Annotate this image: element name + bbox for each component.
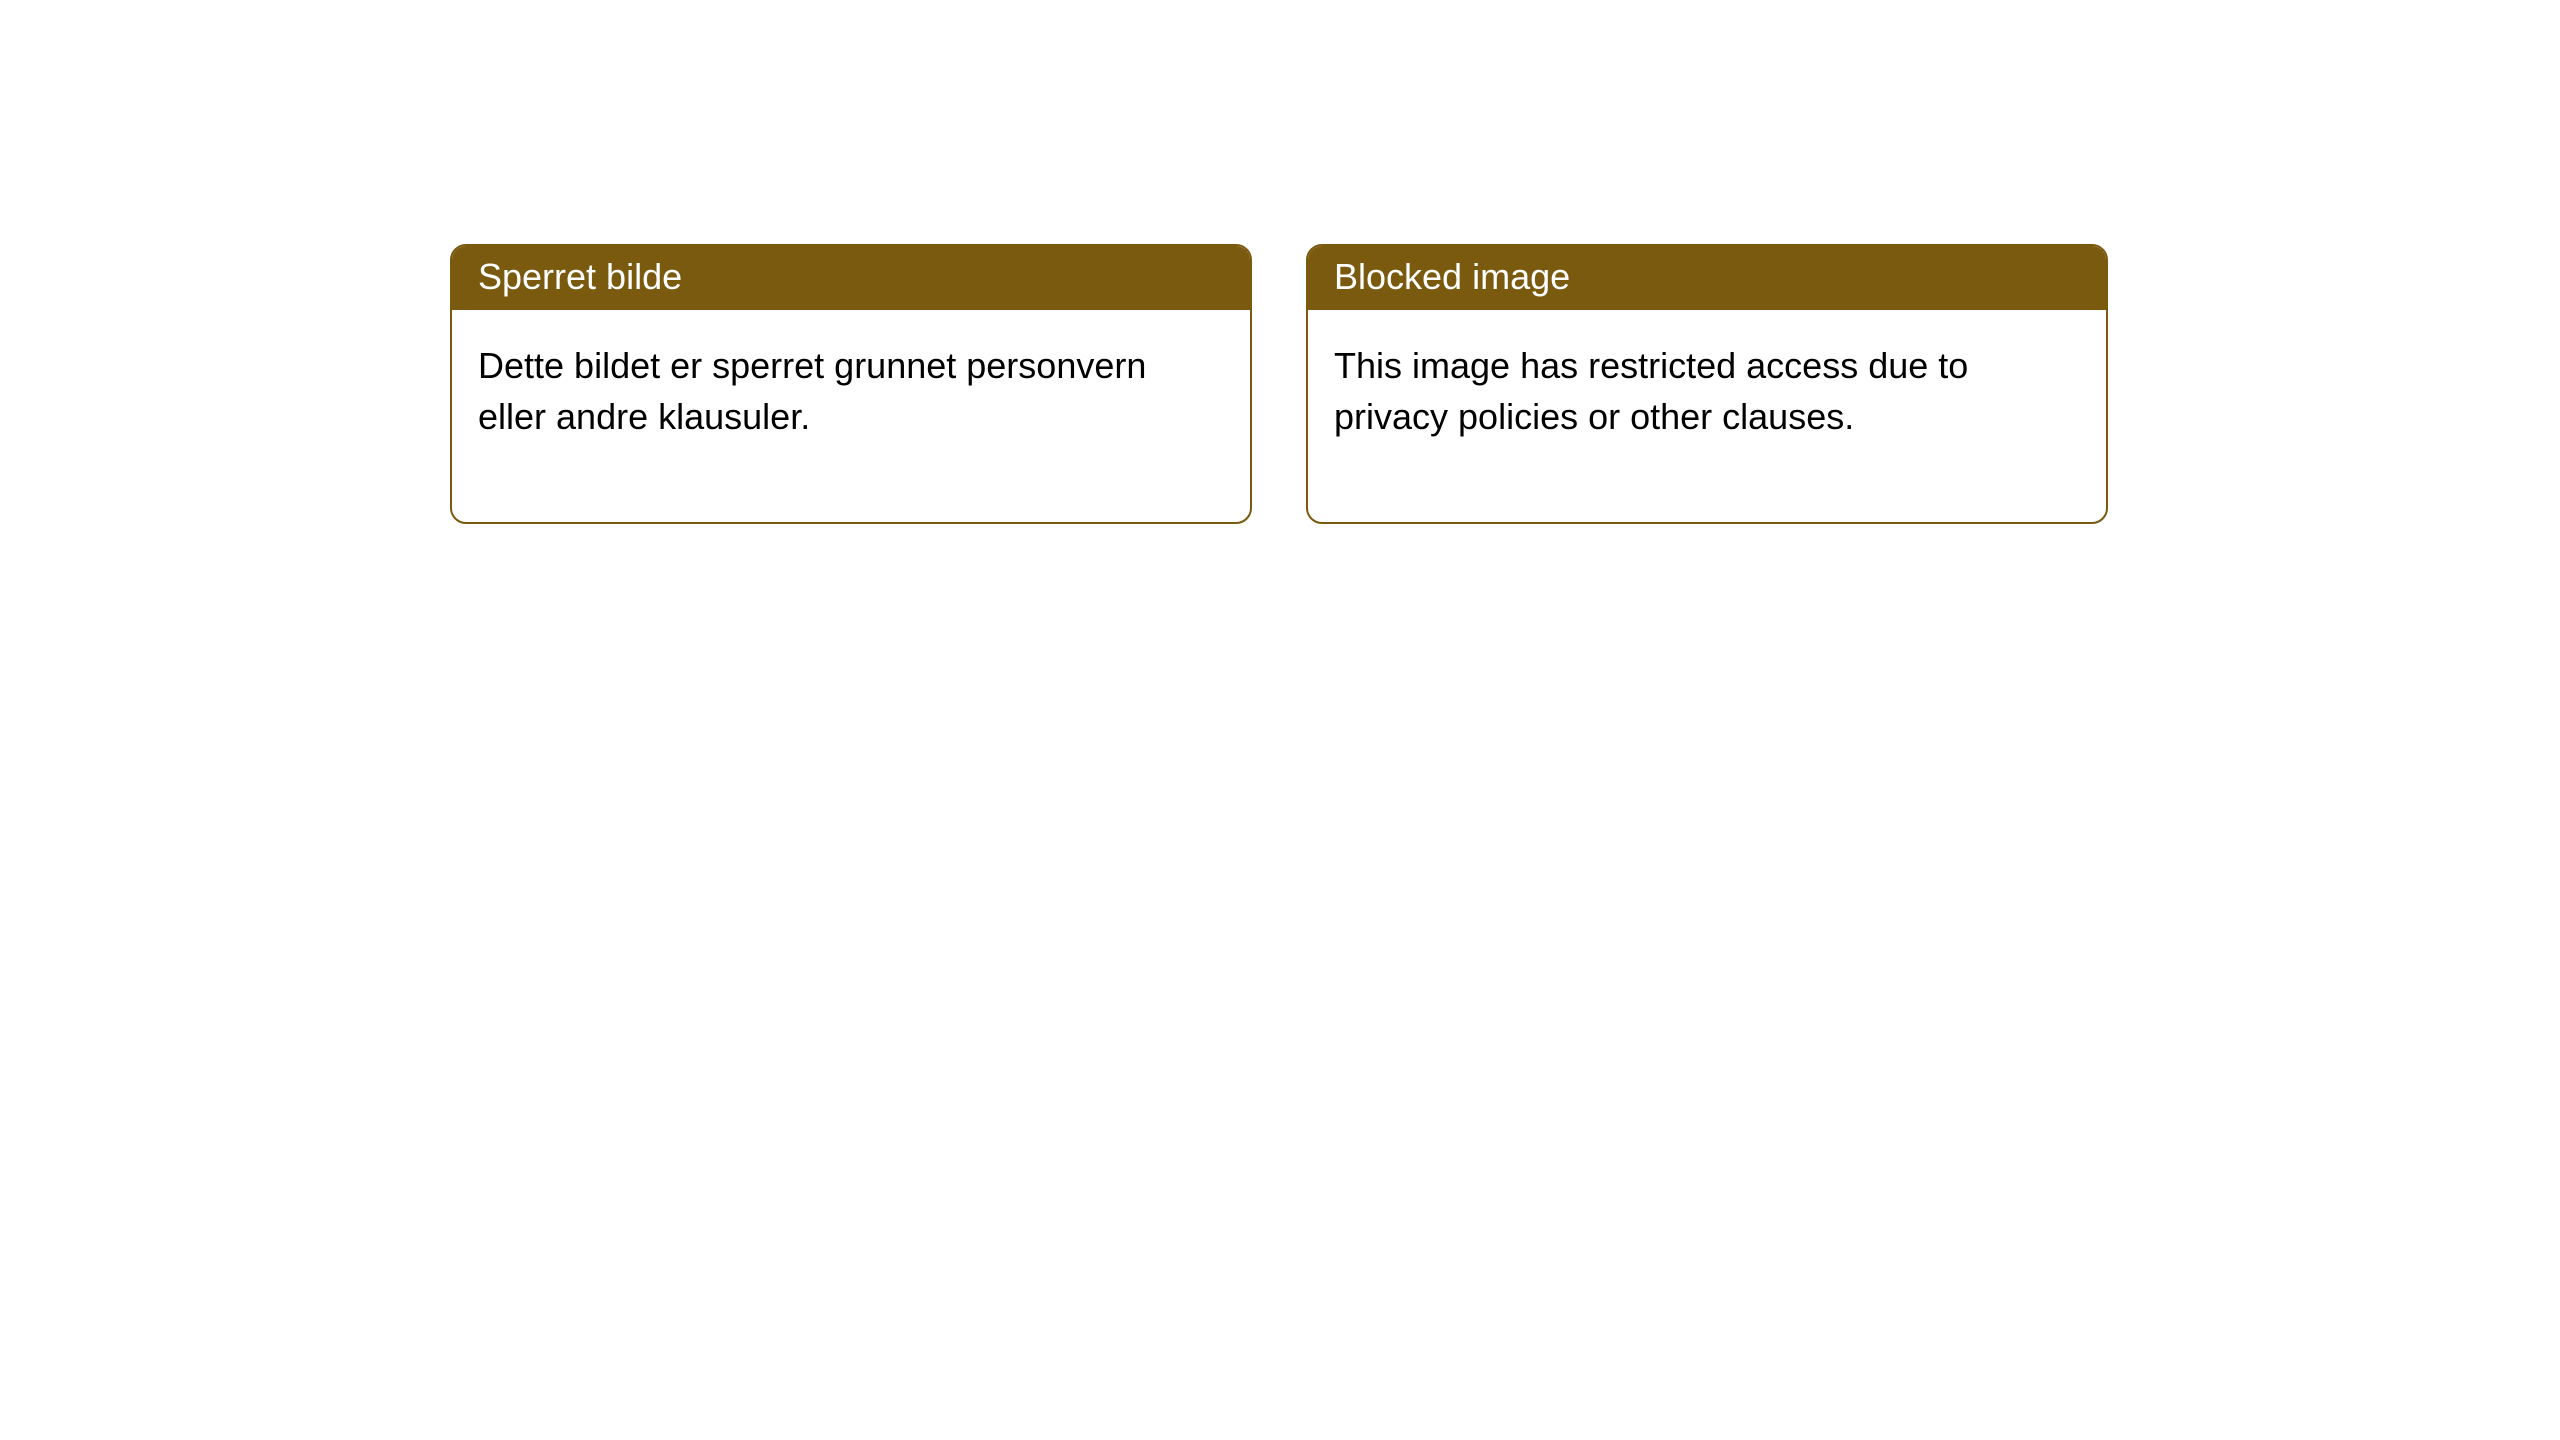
notice-card-english: Blocked image This image has restricted … [1306, 244, 2108, 524]
notice-card-body-text: Dette bildet er sperret grunnet personve… [478, 345, 1146, 437]
notice-card-title: Blocked image [1334, 256, 1570, 297]
notice-card-header: Sperret bilde [452, 246, 1250, 310]
notice-card-title: Sperret bilde [478, 256, 682, 297]
notice-card-norwegian: Sperret bilde Dette bildet er sperret gr… [450, 244, 1252, 524]
notice-card-body-text: This image has restricted access due to … [1334, 345, 1968, 437]
notice-card-body: Dette bildet er sperret grunnet personve… [452, 310, 1250, 522]
notice-card-header: Blocked image [1308, 246, 2106, 310]
notice-cards-container: Sperret bilde Dette bildet er sperret gr… [450, 244, 2108, 524]
notice-card-body: This image has restricted access due to … [1308, 310, 2106, 522]
